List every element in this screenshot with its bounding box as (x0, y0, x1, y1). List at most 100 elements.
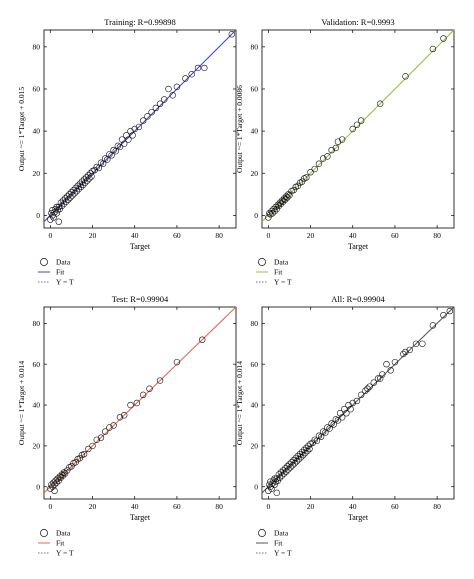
panel-2-data-point (357, 117, 365, 124)
panel-2-data-point (303, 174, 310, 181)
panel-4-data-point (336, 410, 344, 417)
panel-1-data-point (75, 185, 83, 193)
panel-1-xtick-label: 60 (173, 231, 181, 240)
panel-3-data-point (54, 475, 61, 482)
panel-1-data-point (67, 194, 74, 201)
panel-2-data-point (290, 186, 297, 194)
panel-4-data-point (406, 346, 413, 354)
panel-2-data-point (276, 199, 284, 206)
panel-3-ytick-label: 60 (33, 360, 41, 369)
panel-4-data-point (334, 417, 342, 424)
panel-4-data-point (303, 444, 310, 452)
panel-1-legend-data-marker (40, 258, 48, 266)
panel-1-ytick-label: 60 (33, 85, 41, 94)
panel-3-data-point (97, 434, 105, 441)
panel-2-xtick-label: 80 (433, 231, 441, 240)
panel-2-data-point (338, 136, 346, 143)
panel-1-data-point (120, 140, 128, 147)
panel-4-data-point (289, 462, 296, 469)
panel-3-data-point (101, 428, 109, 435)
panel-1-ytick-label: 20 (33, 169, 41, 178)
panel-4-ytick-label: 0 (254, 482, 258, 491)
panel-2-data-point (284, 194, 291, 201)
panel-3-data-point (51, 481, 58, 488)
panel-4-legend-data-label: Data (274, 529, 289, 538)
panel-1-data-point (69, 192, 76, 199)
panel-4-data-point (265, 487, 272, 495)
panel-4-data-point (374, 375, 382, 382)
panel-1-data-point (125, 136, 132, 143)
panel-4-data-point (287, 464, 294, 471)
panel-1-data-point (85, 172, 92, 179)
panel-4-axes-frame (261, 306, 455, 500)
panel-3-data-point (133, 399, 141, 407)
panel-4-data-point (299, 451, 307, 459)
panel-2-data-point (286, 192, 293, 199)
panel-2-data-point (277, 200, 285, 207)
panel-3-ytick-label: 0 (36, 482, 40, 491)
panel-4-data-point (273, 475, 280, 482)
panel-2-data-point (440, 35, 447, 42)
panel-1-data-point (64, 193, 71, 200)
panel-3-axes-frame (43, 306, 237, 500)
panel-1-data-point (70, 186, 77, 194)
panel-4-data-point (271, 475, 278, 482)
panel-1-data-point (53, 210, 60, 217)
panel-3-xtick-label: 40 (131, 502, 139, 511)
panel-2-data-point (278, 197, 286, 204)
panel-1-data-point (148, 108, 155, 116)
panel-1-data-point (81, 179, 89, 186)
panel-1-data-point (62, 198, 70, 205)
panel-3-ytick-label: 80 (33, 319, 41, 328)
panel-4-data-point (379, 371, 386, 378)
panel-1-ytick-label: 0 (36, 211, 40, 220)
panel-4-data-point (275, 471, 283, 478)
panel-4-data-point (283, 468, 290, 475)
panel-1-data-point (59, 197, 67, 204)
panel-1-axes-frame (43, 29, 237, 229)
panel-2-legend-yt-label: Y = T (274, 278, 292, 287)
panel-3-data-point (93, 436, 100, 443)
panel-4-data-point (273, 489, 280, 497)
panel-4-data-point (429, 322, 437, 329)
panel-3-xtick-label: 20 (89, 502, 97, 511)
panel-1-xtick-label: 20 (89, 231, 97, 240)
panel-3-data-point (47, 485, 54, 492)
panel-1-data-point (72, 184, 79, 192)
panel-3-data-point (120, 412, 128, 419)
panel-1-data-point (84, 177, 91, 184)
panel-1-data-point (71, 190, 78, 197)
panel-4-data-point (357, 391, 365, 399)
panel-1-data-point (91, 166, 98, 174)
panel-1-data-point (201, 64, 208, 72)
panel-4-data-point (370, 379, 378, 386)
panel-4-data-point (285, 466, 292, 473)
panel-2-axes-frame (261, 29, 455, 229)
panel-4-xlabel: Target (348, 513, 369, 522)
panel-3-data-point (85, 445, 92, 453)
panel-2-data-point (332, 144, 340, 152)
panel-2-data-point (307, 168, 314, 176)
panel-3-legend-yt-label: Y = T (56, 549, 74, 558)
panel-2-data-point (282, 196, 289, 203)
panel-4-data-point (349, 399, 356, 407)
panel-4-data-point (288, 459, 295, 466)
panel-1-data-point (57, 199, 65, 206)
panel-3-data-point (53, 479, 60, 486)
panel-3-xtick-label: 0 (48, 502, 52, 511)
panel-4-ytick-label: 80 (251, 319, 259, 328)
panel-4-data-point (366, 383, 373, 390)
panel-4-data-point (302, 449, 309, 457)
panel-2-legend-data-label: Data (274, 258, 289, 267)
panel-4-data-point (271, 481, 278, 488)
panel-4-ytick-label: 20 (251, 441, 259, 450)
panel-4-ytick-label: 40 (251, 401, 259, 410)
panel-2-xtick-label: 40 (349, 231, 357, 240)
panel-3-legend-data-label: Data (56, 529, 71, 538)
panel-4-xtick-label: 20 (307, 502, 315, 511)
panel-4-data-point (362, 387, 369, 394)
panel-4-data-point (353, 397, 361, 405)
panel-4-ylabel: Output ~= 1*Target + 0.014 (235, 361, 244, 445)
panel-4-data-point (305, 442, 312, 450)
